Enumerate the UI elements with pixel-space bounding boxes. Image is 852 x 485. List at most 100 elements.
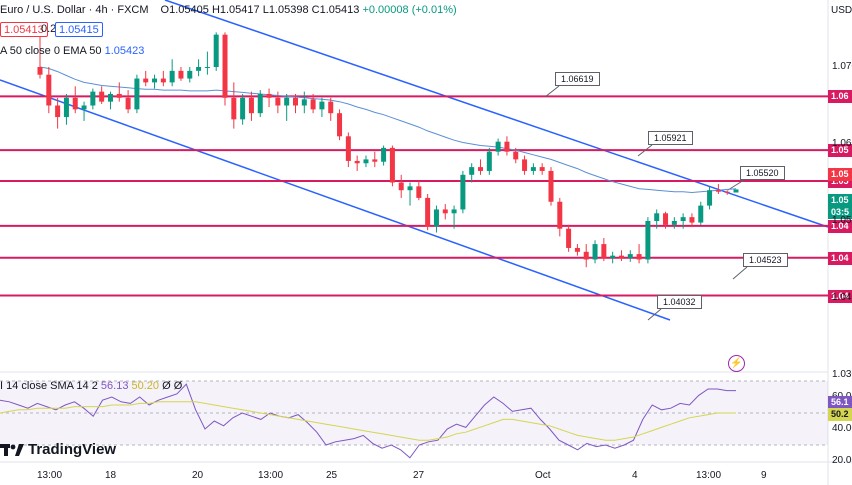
level-price-tag: 1.04 [828,219,852,233]
candle-body [90,91,96,106]
rsi-extra: Ø Ø [162,380,183,392]
candle-body [240,97,246,120]
candle-body [513,151,519,160]
level-callout[interactable]: 1.06619 [555,72,600,86]
candle-body [592,244,598,260]
candle-body [583,251,589,260]
candle-body [37,67,43,75]
candle-body [478,167,484,171]
level-layer [0,85,828,321]
level-callout[interactable]: 1.04032 [657,295,702,309]
rsi-legend[interactable]: I 14 close SMA 14 2 56.13 50.20 Ø Ø [0,380,182,392]
level-price-tag: 1.04 [828,251,852,265]
candle-body [292,97,298,106]
level-callout[interactable]: 1.05921 [648,131,693,145]
time-tick-label: 13:00 [696,470,722,481]
candle-body [363,159,369,164]
price-tick-label: 1.040 [832,292,852,303]
level-price-tag: 1.05 [828,144,852,158]
channel-upper-line [164,0,829,228]
candle-body [689,217,695,223]
candle-body [451,209,457,214]
candle-body [425,197,431,227]
candle-body [636,254,642,260]
bid-chip[interactable]: 1.05413 [0,22,48,37]
brand-name: TradingView [28,441,117,458]
rsi-sma-line [0,401,736,441]
candle-body [345,136,351,161]
level-price-tag: 1.04 [828,289,852,303]
candle-body [671,221,677,225]
candle-body [72,97,78,110]
candle-body [169,70,175,83]
candle-body [99,91,105,102]
candle-body [442,209,448,214]
candle-body [627,254,633,258]
candle-body [125,97,131,110]
symbol-title[interactable]: Euro / U.S. Dollar · 4h · FXCM [0,4,149,16]
candle-body [574,247,580,252]
channel-lower-line [0,79,671,321]
callout-pointer [544,85,560,98]
candle-body [707,190,713,206]
time-tick-label: 18 [105,470,117,481]
time-tick-label: 9 [761,470,767,481]
candle-body [310,99,316,110]
candle-body [319,101,325,110]
candle-layer [37,32,739,268]
rsi-sma-tag: 50.2 [828,407,852,421]
ema-legend[interactable]: A 50 close 0 EMA 50 1.05423 [0,45,144,57]
time-tick-label: 13:00 [258,470,284,481]
candle-body [601,244,607,258]
candle-body [663,213,669,225]
price-tick-label: 1.070 [832,61,852,72]
candle-body [389,147,395,183]
candle-body [522,159,528,171]
brand-logo[interactable]: TradingView [0,441,116,458]
spread-value: 0.2 [41,23,57,35]
close-value: C1.05413 [311,4,360,16]
candle-body [610,255,616,258]
high-value: H1.05417 [211,4,260,16]
currency-label[interactable]: USD [831,5,852,16]
candle-body [354,160,360,164]
candle-body [55,105,61,118]
candle-body [495,141,501,152]
candle-body [160,78,166,83]
symbol-legend[interactable]: Euro / U.S. Dollar · 4h · FXCM O1.05405 … [0,2,457,18]
candle-body [116,93,122,98]
time-tick-label: Oct [535,470,551,481]
ema-label: A 50 close 0 EMA 50 [0,45,102,57]
candle-body [266,93,272,98]
candle-body [63,97,69,118]
time-tick-label: 20 [192,470,204,481]
candle-body [213,34,219,67]
lightning-icon[interactable]: ⚡ [728,355,745,372]
candle-body [134,78,140,110]
candle-body [196,67,202,71]
candle-body [654,213,660,221]
ema50-line [39,66,737,194]
candle-body [724,191,730,193]
candle-body [284,97,290,106]
ask-chip[interactable]: 1.05415 [55,22,103,37]
candle-body [222,34,228,98]
candle-body [715,190,721,192]
candle-body [566,228,572,248]
low-value: L1.05398 [262,4,309,16]
candle-body [301,99,307,106]
candle-body [539,167,545,171]
price-tick-label: 1.030 [832,369,852,380]
current-price-tag: 1.05 [828,194,852,207]
candle-body [372,159,378,162]
ema-value: 1.05423 [104,45,145,57]
callout-pointer [637,144,653,157]
candle-body [398,182,404,191]
candle-body [486,151,492,171]
callout-pointer [732,266,748,280]
level-callout[interactable]: 1.05520 [740,166,785,180]
candle-body [204,67,210,68]
level-callout[interactable]: 1.04523 [743,253,788,267]
